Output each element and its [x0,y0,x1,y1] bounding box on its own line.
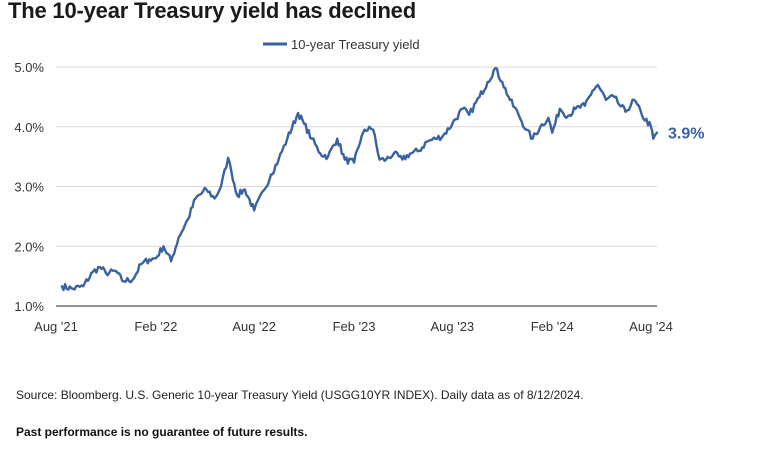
end-value-label: 3.9% [668,126,704,143]
legend-label: 10-year Treasury yield [291,37,420,52]
x-tick-label: Aug '23 [430,319,474,334]
y-tick-label: 4.0% [14,120,44,135]
y-axis-tick-labels: 1.0% 2.0% 3.0% 4.0% 5.0% [14,60,44,314]
y-tick-label: 5.0% [14,60,44,75]
y-tick-label: 1.0% [14,299,44,314]
y-tick-label: 2.0% [14,239,44,254]
series-lines [60,67,659,292]
end-value-label-group: 3.9% [668,126,704,143]
y-tick-label: 3.0% [14,180,44,195]
line-chart: 1.0%2.0%3.0%4.0%5.0% Aug '21 Feb '22 Aug '… [14,37,704,334]
legend: 10-year Treasury yield [263,37,420,52]
x-tick-label: Aug '22 [232,319,276,334]
x-tick-label: Aug '24 [629,319,673,334]
series-line [60,67,659,292]
gridlines [56,66,657,307]
page-title: The 10-year Treasury yield has declined [8,0,416,23]
x-tick-label: Feb '24 [531,319,574,334]
disclaimer-note: Past performance is no guarantee of futu… [16,425,308,439]
x-tick-label: Feb '23 [333,319,376,334]
x-tick-label: Aug '21 [34,319,78,334]
x-axis-tick-labels: Aug '21 Feb '22 Aug '22 Feb '23 Aug '23 Feb '… [34,319,673,334]
source-note: Source: Bloomberg. U.S. Generic 10-year … [16,388,584,402]
x-tick-label: Feb '22 [134,319,177,334]
